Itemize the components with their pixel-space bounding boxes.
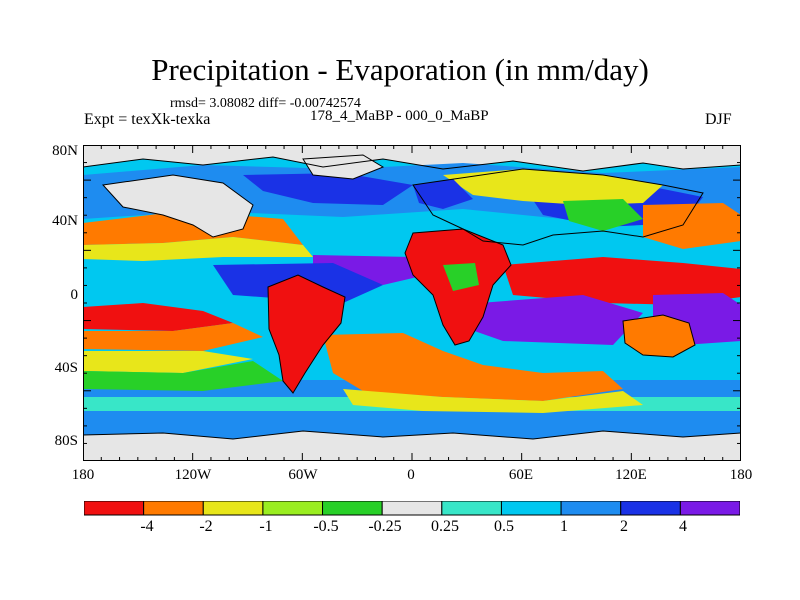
colorbar-box xyxy=(262,501,324,516)
season-label: DJF xyxy=(705,111,732,128)
field-s-atl-yellow xyxy=(343,389,643,413)
coast-arctic xyxy=(83,156,741,172)
colorbar-label: -0.25 xyxy=(368,518,402,535)
colorbar-box xyxy=(202,501,264,516)
colorbar-box xyxy=(560,501,622,516)
colorbar-label: 0.25 xyxy=(431,518,459,535)
colorbar-box xyxy=(84,501,145,516)
coast-antarctica xyxy=(83,430,741,440)
y-tick-40n: 40N xyxy=(52,213,78,229)
field-n-blue xyxy=(243,173,413,205)
coast-eurasia xyxy=(412,168,704,246)
y-tick-80n: 80N xyxy=(52,143,78,159)
x-tick-60e: 60E xyxy=(508,467,534,483)
colorbar-box xyxy=(679,501,740,516)
x-tick-0: 0 xyxy=(407,467,415,483)
field-greenland xyxy=(303,155,383,179)
x-tick-120w: 120W xyxy=(174,467,212,483)
x-tick-120e: 120E xyxy=(615,467,647,483)
field-antarctic xyxy=(83,431,741,461)
field-eq-yellow-west xyxy=(83,351,253,373)
colorbar-label: 0.5 xyxy=(494,518,514,535)
colorbar-label: 1 xyxy=(560,518,568,535)
x-tick-180w: 180 xyxy=(71,467,95,483)
field-eurasia xyxy=(443,169,663,205)
colorbar-label: -0.5 xyxy=(313,518,339,535)
coast-greenland xyxy=(302,154,385,180)
field-s-america xyxy=(268,275,345,393)
colorbar-box xyxy=(381,501,443,516)
comparison-label: 178_4_MaBP - 000_0_MaBP xyxy=(310,108,489,124)
coast-s-america xyxy=(267,274,346,394)
x-tick-60w: 60W xyxy=(288,467,318,483)
x-tick-180e: 180 xyxy=(729,467,753,483)
pe-difference-map xyxy=(83,145,741,461)
colorbar-box xyxy=(441,501,502,516)
coast-n-america xyxy=(101,174,254,238)
field-africa-green xyxy=(443,263,479,291)
colorbar-label: 2 xyxy=(620,518,628,535)
field-asia-green xyxy=(563,199,643,231)
coast-africa xyxy=(404,228,512,346)
field-indian-purple xyxy=(453,295,643,345)
colorbar-label: -2 xyxy=(199,518,213,535)
field-eq-red-west xyxy=(83,303,233,331)
field-npac-orange xyxy=(643,203,741,249)
y-tick-40s: 40S xyxy=(54,360,78,376)
field-australia xyxy=(623,315,695,357)
field-n-dryband-2 xyxy=(83,237,313,261)
field-arctic xyxy=(83,145,741,171)
stats-label: rmsd= 3.08082 diff= -0.00742574 xyxy=(170,96,361,111)
colorbar-label: -4 xyxy=(140,518,154,535)
colorbar-box xyxy=(143,501,204,516)
y-tick-0: 0 xyxy=(70,287,79,303)
y-tick-80s: 80S xyxy=(54,433,78,449)
field-eq-orange-west xyxy=(83,323,263,351)
colorbar-label: -1 xyxy=(259,518,273,535)
colorbar-box xyxy=(322,501,383,516)
colorbar xyxy=(84,501,740,516)
experiment-label: Expt = texXk-texka xyxy=(84,111,211,128)
field-n-dryband xyxy=(83,211,303,245)
plot-title: Precipitation - Evaporation (in mm/day) xyxy=(151,52,649,87)
colorbar-label: 4 xyxy=(679,518,687,535)
field-s-atl-orange xyxy=(323,333,623,401)
field-eq-red-east xyxy=(503,257,741,305)
field-s-pac-green xyxy=(83,361,283,391)
field-europe-blue xyxy=(413,179,473,209)
colorbar-box xyxy=(500,501,562,516)
field-n-america xyxy=(103,175,253,237)
coast-australia xyxy=(622,314,696,358)
colorbar-box xyxy=(620,501,681,516)
